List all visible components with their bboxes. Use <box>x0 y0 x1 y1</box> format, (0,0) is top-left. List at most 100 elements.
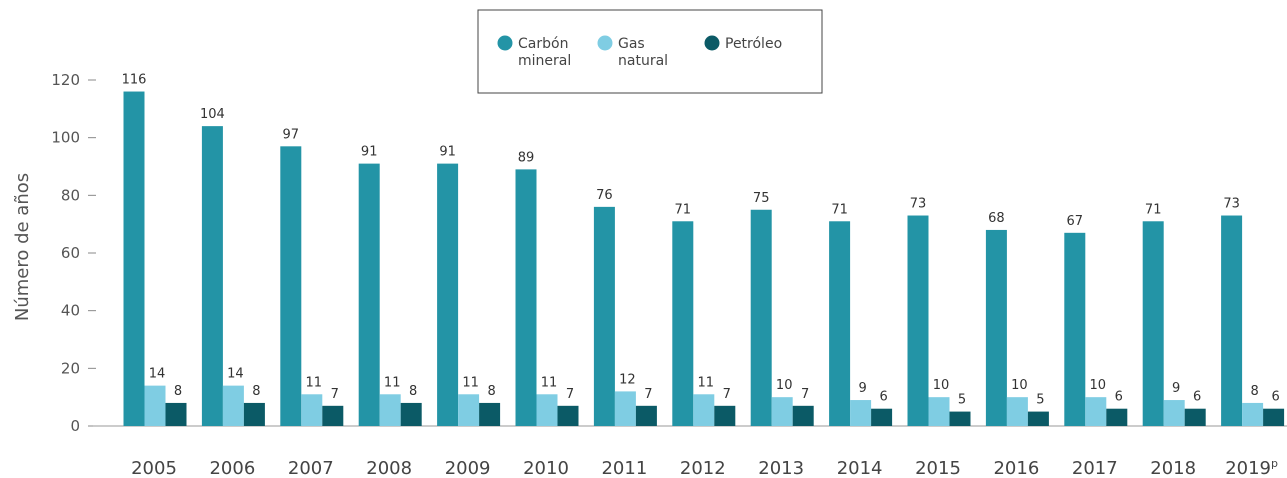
data-label: 14 <box>227 367 244 382</box>
x-tick-label: 2015 <box>915 458 961 478</box>
y-tick-label: 60 <box>61 244 80 262</box>
x-tick-label: 2008 <box>366 458 412 478</box>
bar-gas-2010 <box>536 394 558 426</box>
bar-gas-2017 <box>1085 397 1107 426</box>
legend-label: Gas <box>618 36 645 52</box>
bar-carbon-2014 <box>829 221 851 426</box>
x-tick-label: 2014 <box>837 458 883 478</box>
y-tick-label: 40 <box>61 302 80 320</box>
bar-gas-2013 <box>771 397 793 426</box>
bar-petroleo-2010 <box>557 405 579 426</box>
x-tick-label-text: 2016 <box>993 458 1039 478</box>
data-label: 7 <box>331 387 339 402</box>
legend-label: natural <box>618 53 668 69</box>
legend-swatch <box>597 35 613 51</box>
data-label: 7 <box>566 387 574 402</box>
x-tick-label-text: 2018 <box>1150 458 1196 478</box>
data-label: 7 <box>723 387 731 402</box>
data-label: 6 <box>1271 390 1279 405</box>
bar-gas-2012 <box>693 394 715 426</box>
bar-gas-2006 <box>222 385 244 426</box>
data-label: 9 <box>1172 381 1180 396</box>
data-label: 8 <box>252 384 260 399</box>
x-tick-label-text: 2005 <box>131 458 177 478</box>
legend-swatch <box>497 35 513 51</box>
data-label: 97 <box>283 127 300 142</box>
bar-gas-2009 <box>458 394 480 426</box>
x-tick-label-text: 2008 <box>366 458 412 478</box>
x-tick-label: 2011 <box>601 458 647 478</box>
bar-gas-2018 <box>1163 400 1185 426</box>
data-label: 10 <box>1011 378 1028 393</box>
y-axis-title: Número de años <box>12 173 33 321</box>
data-label: 89 <box>518 150 535 165</box>
data-label: 8 <box>487 384 495 399</box>
data-label: 71 <box>1145 202 1162 217</box>
bar-petroleo-2007 <box>322 405 344 426</box>
x-tick-label-text: 2012 <box>680 458 726 478</box>
data-label: 73 <box>1223 197 1240 212</box>
bar-petroleo-2014 <box>871 408 893 426</box>
data-label: 9 <box>858 381 866 396</box>
bar-carbon-2009 <box>437 163 459 426</box>
bar-petroleo-2009 <box>479 402 501 426</box>
bar-petroleo-2011 <box>635 405 657 426</box>
bars <box>123 91 1285 427</box>
bar-carbon-2019 <box>1221 215 1243 426</box>
x-tick-label-text: 2006 <box>209 458 255 478</box>
data-label: 75 <box>753 191 770 206</box>
data-label: 6 <box>1193 390 1201 405</box>
data-label: 11 <box>462 375 479 390</box>
bar-carbon-2013 <box>750 209 772 426</box>
bar-carbon-2012 <box>672 221 694 426</box>
bar-gas-2005 <box>144 385 166 426</box>
data-label: 8 <box>174 384 182 399</box>
bar-petroleo-2006 <box>243 402 265 426</box>
bar-carbon-2016 <box>985 229 1007 426</box>
x-tick-label-text: 2015 <box>915 458 961 478</box>
x-tick-superscript: p <box>1271 457 1278 470</box>
x-tick-label: 2017 <box>1072 458 1118 478</box>
data-label: 10 <box>1090 378 1107 393</box>
data-label: 6 <box>879 390 887 405</box>
data-labels: 1161481041489711791118911188911776127711… <box>122 73 1280 408</box>
x-tick-label: 2012 <box>680 458 726 478</box>
x-tick-label: 2006 <box>209 458 255 478</box>
data-label: 8 <box>409 384 417 399</box>
bar-carbon-2006 <box>201 126 223 426</box>
x-tick-label: 2010 <box>523 458 569 478</box>
bar-petroleo-2013 <box>792 405 814 426</box>
data-label: 14 <box>149 367 166 382</box>
bar-carbon-2010 <box>515 169 537 426</box>
data-label: 71 <box>675 202 692 217</box>
y-tick-label: 100 <box>51 129 80 147</box>
x-tick-label-text: 2013 <box>758 458 804 478</box>
x-tick-label: 2016 <box>993 458 1039 478</box>
x-tick-label: 2009 <box>445 458 491 478</box>
data-label: 6 <box>1115 390 1123 405</box>
x-tick-label: 2007 <box>288 458 334 478</box>
bar-carbon-2017 <box>1064 232 1086 426</box>
data-label: 5 <box>1036 393 1044 408</box>
bar-petroleo-2015 <box>949 411 971 426</box>
data-label: 10 <box>933 378 950 393</box>
data-label: 8 <box>1250 384 1258 399</box>
x-tick-label: 2013 <box>758 458 804 478</box>
x-tick-label-text: 2014 <box>837 458 883 478</box>
legend-label: Petróleo <box>725 36 782 52</box>
data-label: 11 <box>384 375 401 390</box>
bar-gas-2014 <box>850 400 872 426</box>
bar-carbon-2011 <box>593 206 615 426</box>
bar-petroleo-2005 <box>165 402 187 426</box>
x-tick-label-text: 2010 <box>523 458 569 478</box>
legend-swatch <box>704 35 720 51</box>
bar-petroleo-2008 <box>400 402 422 426</box>
bar-petroleo-2019 <box>1263 408 1285 426</box>
y-tick-label: 20 <box>61 359 80 377</box>
data-label: 68 <box>988 211 1005 226</box>
data-label: 11 <box>306 375 323 390</box>
y-tick-label: 80 <box>61 186 80 204</box>
data-label: 104 <box>200 107 225 122</box>
data-label: 91 <box>439 145 456 160</box>
data-label: 116 <box>122 73 147 88</box>
